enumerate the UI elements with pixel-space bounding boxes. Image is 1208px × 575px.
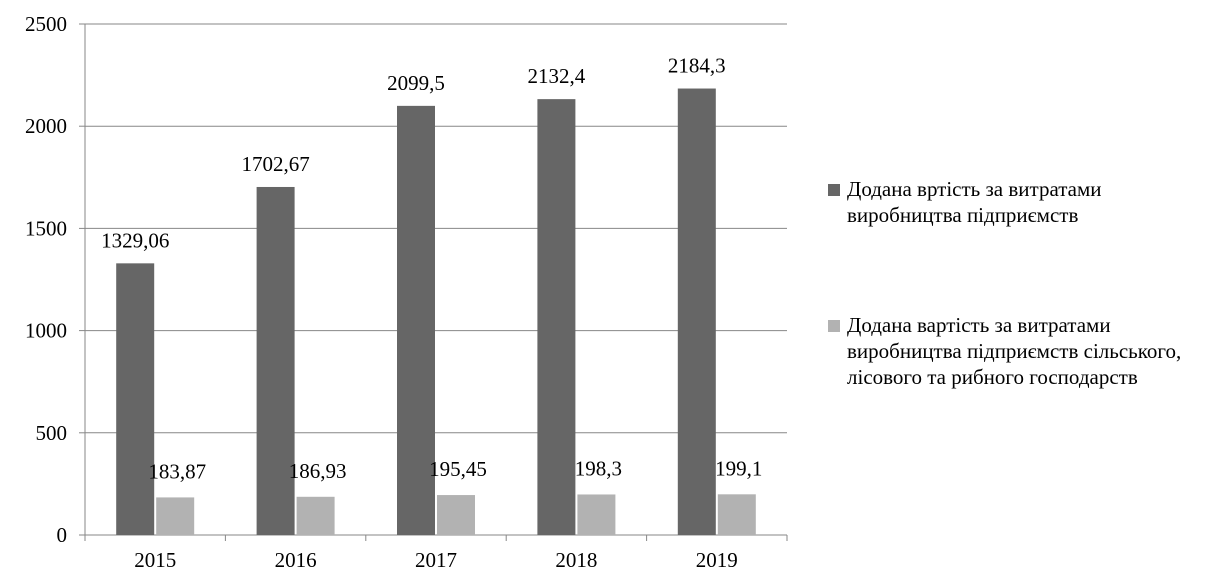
data-label-series-1: 1702,67 [241, 152, 309, 176]
data-label-series-2: 198,3 [575, 456, 622, 480]
x-tick-label: 2016 [275, 548, 317, 572]
y-tick-label: 1000 [25, 319, 67, 343]
x-tick-label: 2015 [134, 548, 176, 572]
bar-series-1 [677, 88, 716, 535]
data-label-series-2: 183,87 [148, 459, 206, 483]
bar-series-1 [537, 99, 576, 535]
legend-swatch-series-2 [828, 320, 840, 332]
bar-series-2 [717, 494, 756, 535]
y-axis: 0 500 1000 1500 2000 2500 [25, 12, 86, 547]
data-labels: 1329,06 183,87 1702,67 186,93 2099,5 195,45 21… [101, 54, 762, 484]
bars [116, 88, 756, 536]
data-label-series-1: 2184,3 [668, 54, 726, 78]
bar-series-2 [156, 497, 195, 535]
bar-series-1 [116, 263, 155, 535]
data-label-series-2: 195,45 [429, 457, 487, 481]
data-label-series-2: 186,93 [289, 459, 347, 483]
legend-swatch-series-1 [828, 184, 840, 196]
y-tick-label: 2000 [25, 114, 67, 138]
bar-series-2 [296, 496, 335, 535]
y-tick-label: 0 [57, 523, 68, 547]
data-label-series-1: 1329,06 [101, 228, 169, 252]
data-label-series-1: 2099,5 [387, 71, 445, 95]
x-tick-label: 2018 [555, 548, 597, 572]
legend-label-series-2: Додана вартість за витратами виробництва… [847, 313, 1182, 389]
bar-series-2 [577, 494, 616, 535]
y-tick-label: 1500 [25, 216, 67, 240]
x-tick-label: 2017 [415, 548, 457, 572]
bar-series-1 [397, 105, 435, 536]
x-tick-label: 2019 [696, 548, 738, 572]
data-label-series-1: 2132,4 [528, 64, 586, 88]
data-label-series-2: 199,1 [715, 456, 762, 480]
legend: Додана вртість за витратами виробництва … [828, 176, 1198, 390]
y-tick-label: 2500 [25, 12, 67, 36]
y-tick-label: 500 [36, 421, 68, 445]
bar-series-2 [437, 495, 475, 535]
legend-label-series-1: Додана вртість за витратами виробництва … [847, 177, 1102, 227]
legend-item-series-1: Додана вртість за витратами виробництва … [828, 176, 1198, 228]
bar-series-1 [256, 186, 295, 536]
legend-item-series-2: Додана вартість за витратами виробництва… [828, 312, 1198, 390]
x-axis: 2015 2016 2017 2018 2019 [84, 534, 788, 572]
gridlines [85, 23, 787, 434]
